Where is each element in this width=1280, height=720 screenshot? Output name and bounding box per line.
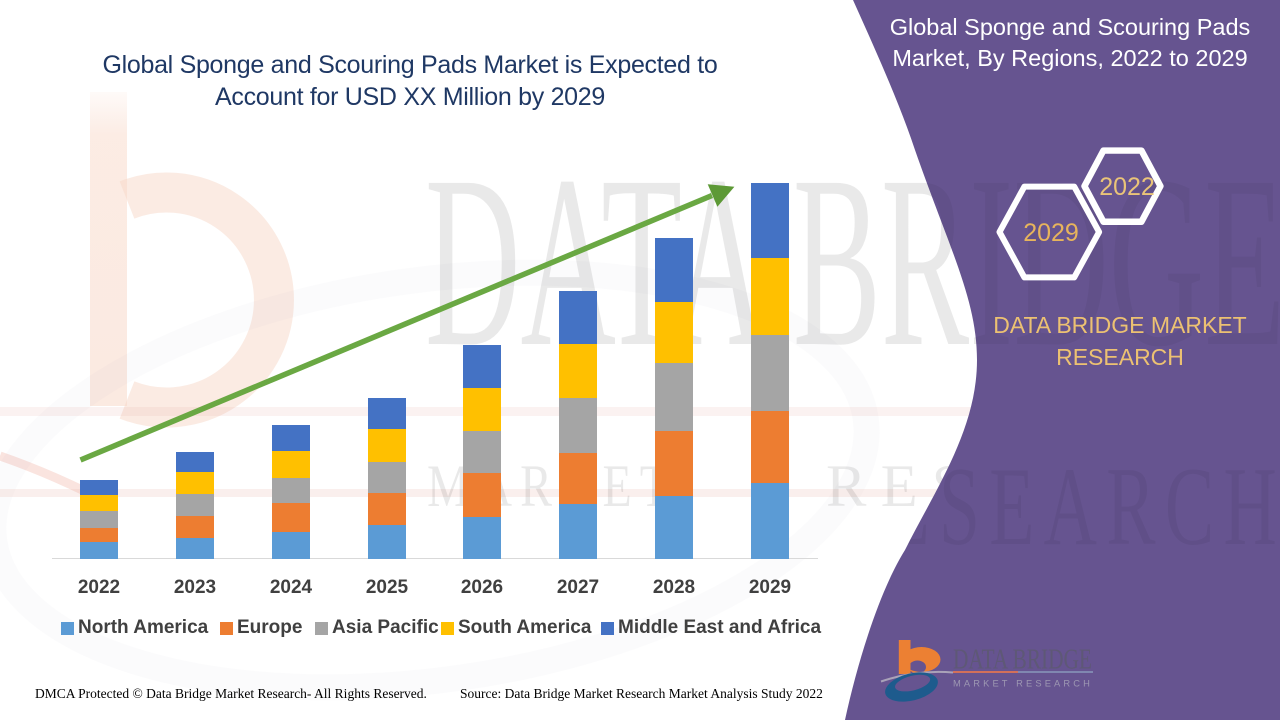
svg-text:DATA BRIDGE: DATA BRIDGE [953, 645, 1092, 676]
svg-text:DATA BRIDGE: DATA BRIDGE [425, 126, 1280, 398]
svg-text:MARKET RESEARCH: MARKET RESEARCH [953, 679, 1093, 689]
